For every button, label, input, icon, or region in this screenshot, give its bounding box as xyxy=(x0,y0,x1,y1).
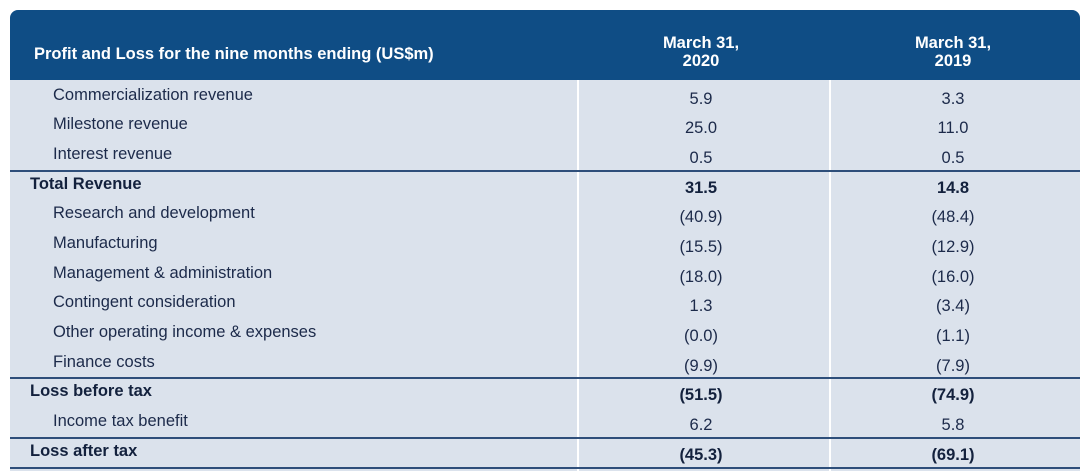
row-label: Other operating income & expenses xyxy=(53,323,317,341)
value-2019: 11.0 xyxy=(937,119,969,137)
value-2019: (3.4) xyxy=(936,297,970,315)
value-2020: 6.2 xyxy=(689,416,713,434)
value-2019: 3.3 xyxy=(941,90,965,108)
row-label: Research and development xyxy=(53,204,255,222)
value-2020: (0.0) xyxy=(684,327,718,345)
value-2019: (48.4) xyxy=(931,208,975,226)
table-row: Finance costs (9.9) (7.9) xyxy=(10,353,1080,377)
column-divider xyxy=(829,80,831,471)
row-label: Income tax benefit xyxy=(53,412,188,430)
table-row: Management & administration (18.0) (16.0) xyxy=(10,264,1080,288)
value-2019: (69.1) xyxy=(931,446,975,464)
value-2019: 0.5 xyxy=(941,149,965,167)
value-2020: 5.9 xyxy=(689,90,713,108)
row-label: Interest revenue xyxy=(53,145,173,163)
column-header-line2: 2019 xyxy=(934,52,972,70)
value-2020: (51.5) xyxy=(679,386,723,404)
value-2020: 1.3 xyxy=(689,297,713,315)
table-row: Other operating income & expenses (0.0) (1… xyxy=(10,323,1080,347)
value-2020: (15.5) xyxy=(679,238,723,256)
column-divider xyxy=(577,80,579,471)
table-bottom-rule xyxy=(10,467,1080,469)
section-rule xyxy=(10,170,1080,172)
column-header-2019: March 31, 2019 xyxy=(853,34,1053,70)
value-2020: (9.9) xyxy=(684,357,718,375)
value-2019: (74.9) xyxy=(931,386,975,404)
value-2019: (16.0) xyxy=(931,268,975,286)
column-header-2020: March 31, 2020 xyxy=(601,34,801,70)
table-header: Profit and Loss for the nine months endi… xyxy=(10,10,1080,80)
row-label: Commercialization revenue xyxy=(53,86,253,104)
row-label: Loss before tax xyxy=(30,382,152,400)
row-label: Finance costs xyxy=(53,353,155,371)
table-row: Milestone revenue 25.0 11.0 xyxy=(10,115,1080,139)
value-2020: (40.9) xyxy=(679,208,723,226)
value-2020: 0.5 xyxy=(689,149,713,167)
value-2019: (7.9) xyxy=(936,357,970,375)
table-row: Commercialization revenue 5.9 3.3 xyxy=(10,86,1080,110)
row-label: Contingent consideration xyxy=(53,293,236,311)
value-2019: (1.1) xyxy=(936,327,970,345)
section-rule xyxy=(10,377,1080,379)
table-row: Loss before tax (51.5) (74.9) xyxy=(10,382,1080,406)
value-2019: 14.8 xyxy=(936,179,970,197)
table-row: Income tax benefit 6.2 5.8 xyxy=(10,412,1080,436)
row-label: Management & administration xyxy=(53,264,273,282)
value-2020: (18.0) xyxy=(679,268,723,286)
row-label: Milestone revenue xyxy=(53,115,188,133)
profit-loss-table: Profit and Loss for the nine months endi… xyxy=(10,10,1080,471)
column-header-line1: March 31, xyxy=(662,34,740,52)
table-row: Manufacturing (15.5) (12.9) xyxy=(10,234,1080,258)
value-2020: (45.3) xyxy=(679,446,723,464)
value-2019: (12.9) xyxy=(931,238,975,256)
row-label: Loss after tax xyxy=(30,442,138,460)
table-row: Contingent consideration 1.3 (3.4) xyxy=(10,293,1080,317)
table-row: Interest revenue 0.5 0.5 xyxy=(10,145,1080,169)
table-title: Profit and Loss for the nine months endi… xyxy=(34,45,434,63)
row-label: Manufacturing xyxy=(53,234,158,252)
table-row: Total Revenue 31.5 14.8 xyxy=(10,175,1080,199)
table-row: Research and development (40.9) (48.4) xyxy=(10,204,1080,228)
column-header-line1: March 31, xyxy=(914,34,992,52)
value-2020: 25.0 xyxy=(684,119,718,137)
row-label: Total Revenue xyxy=(30,175,142,193)
section-rule xyxy=(10,437,1080,439)
table-row: Loss after tax (45.3) (69.1) xyxy=(10,442,1080,466)
column-header-line2: 2020 xyxy=(682,52,720,70)
value-2020: 31.5 xyxy=(684,179,718,197)
value-2019: 5.8 xyxy=(941,416,965,434)
